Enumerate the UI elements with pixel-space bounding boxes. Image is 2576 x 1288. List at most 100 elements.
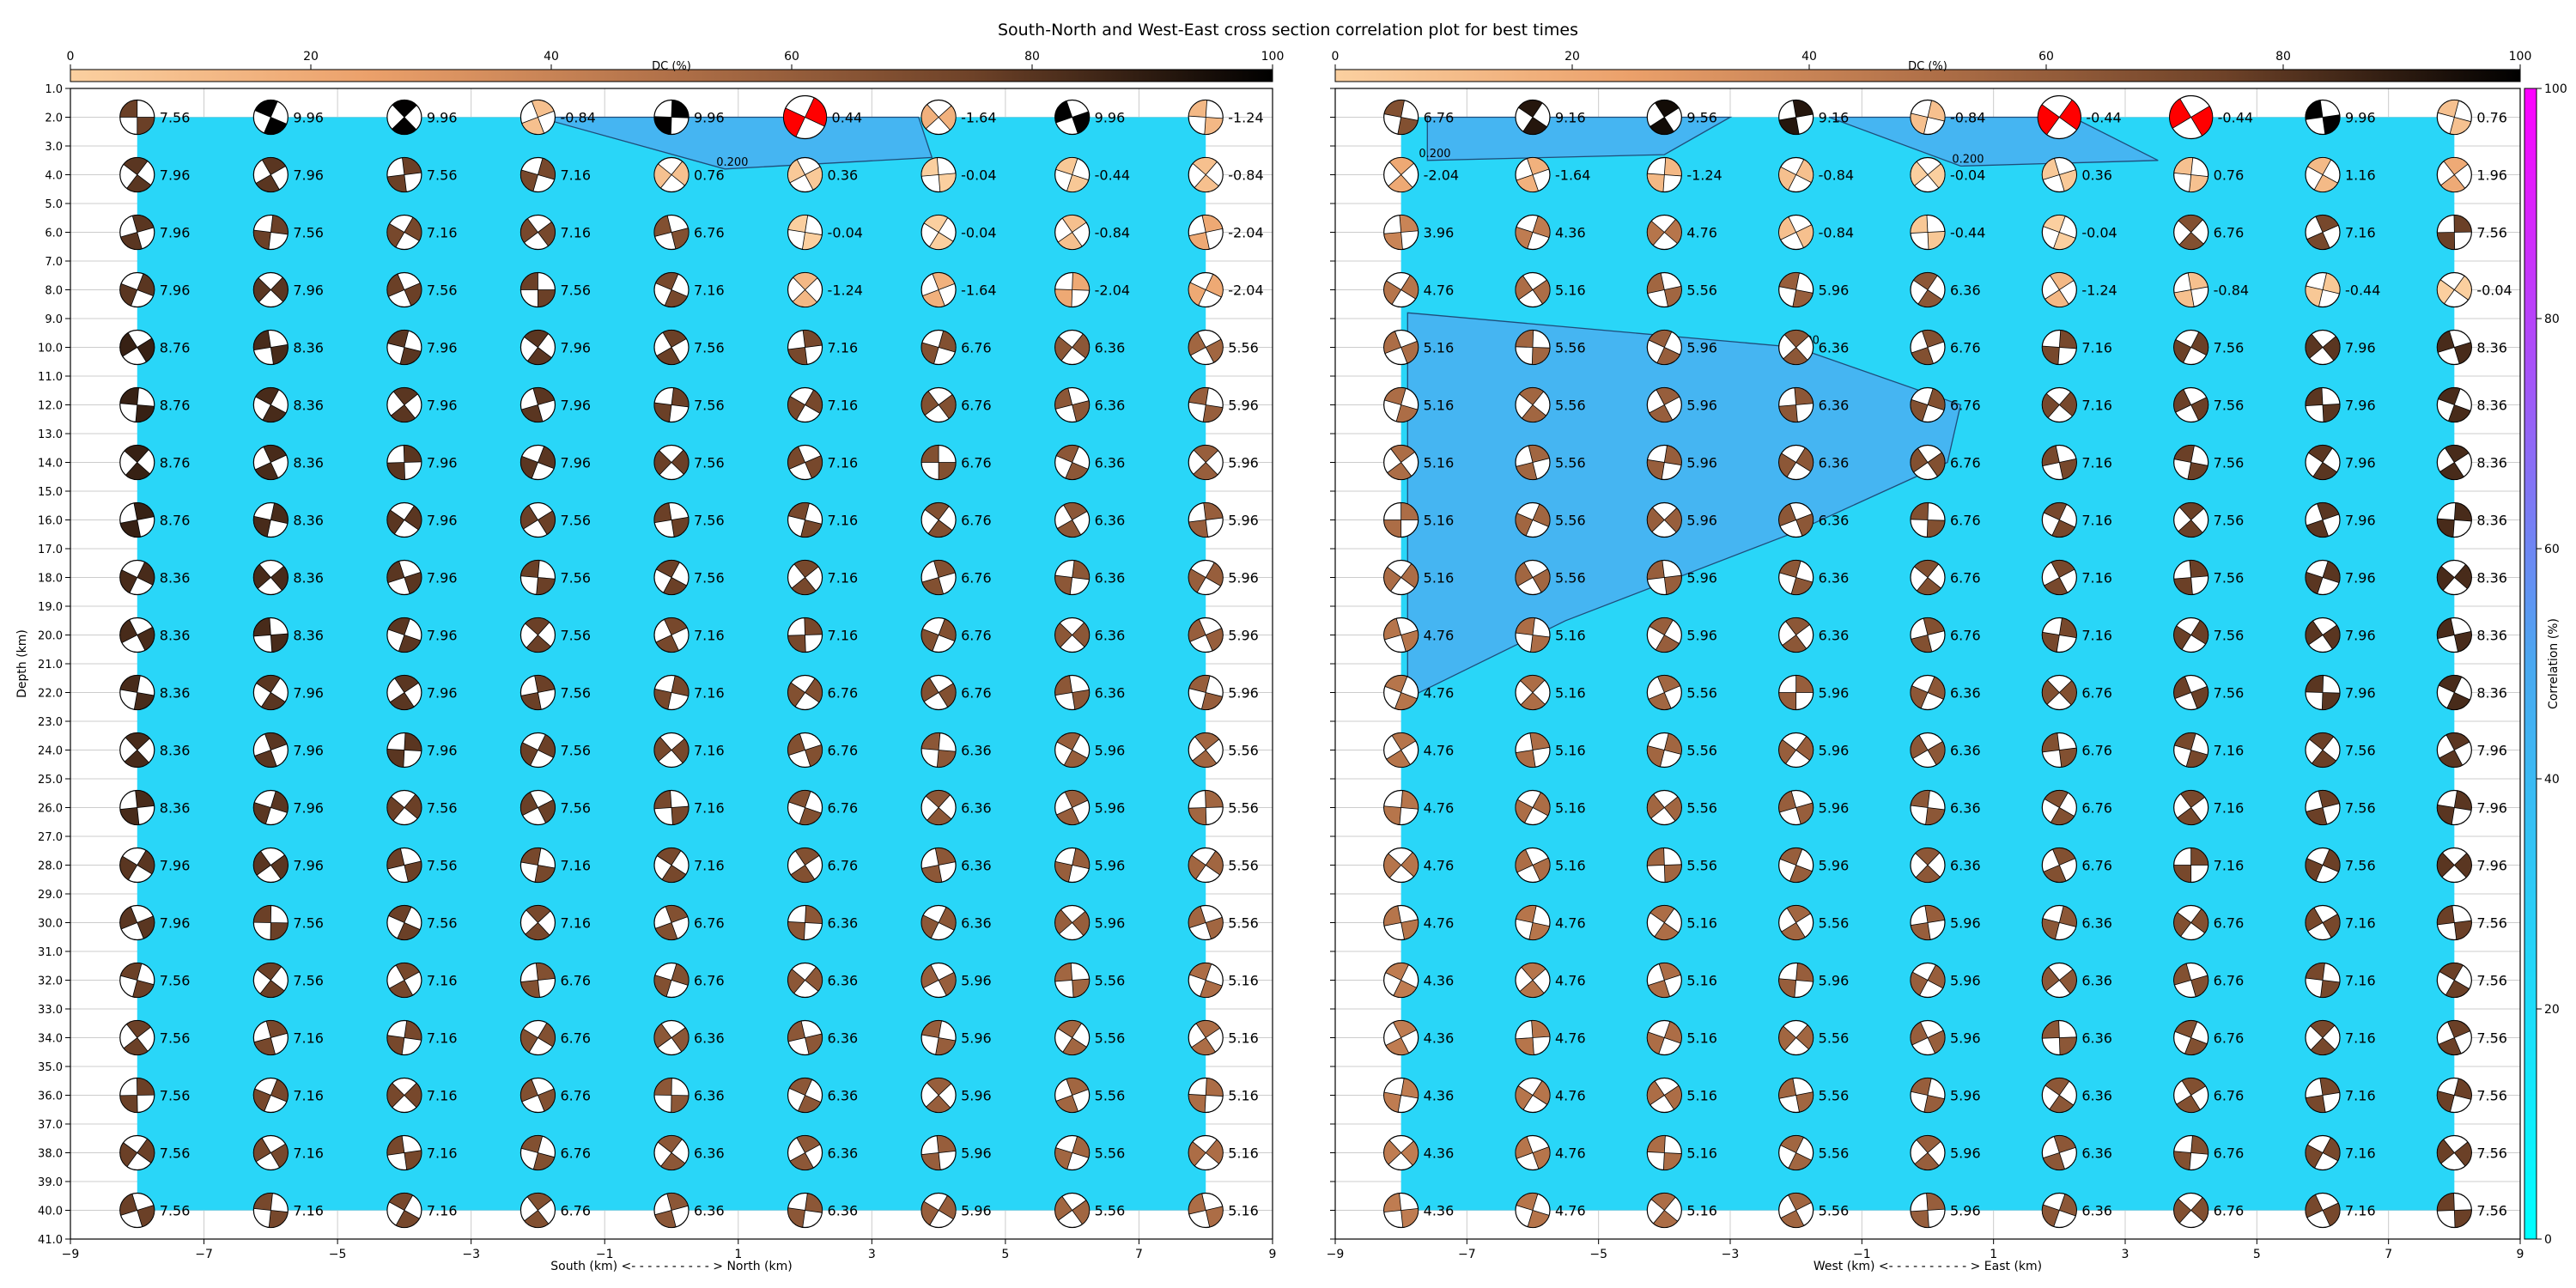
beachball: [653, 1019, 690, 1056]
beachball-quadrant: [2307, 445, 2338, 480]
beachball-value: 7.56: [694, 398, 725, 414]
beachball: [1910, 271, 1946, 308]
beachball: [787, 1077, 823, 1114]
beachball-quadrant: [386, 848, 422, 883]
beachball: [1188, 559, 1224, 596]
beachball: [252, 1192, 289, 1229]
beachball: [519, 99, 556, 136]
beachball-quadrant: [1778, 790, 1814, 825]
beachball-value: 5.96: [1686, 513, 1717, 529]
beachball-quadrant: [520, 848, 556, 883]
beachball-quadrant: [1515, 275, 1551, 305]
beachball-quadrant: [387, 617, 422, 653]
beachball-quadrant: [653, 161, 690, 189]
beachball-quadrant: [2173, 1135, 2208, 1170]
dc-colorbar-label: DC (%): [652, 60, 691, 73]
beachball-value: -0.84: [1228, 167, 1263, 184]
y-tick-label: 15.0: [38, 486, 63, 499]
beachball-value: 5.96: [1686, 340, 1717, 356]
beachball: [1054, 1134, 1091, 1171]
beachball-quadrant: [520, 217, 556, 247]
beachball-value: 6.76: [694, 225, 725, 241]
beachball-value: 4.76: [1424, 743, 1455, 759]
beachball-value: 7.16: [293, 1203, 324, 1219]
beachball-value: 6.36: [828, 1203, 859, 1219]
beachball-quadrant: [920, 330, 957, 365]
beachball: [519, 329, 556, 366]
beachball-value: 5.96: [1228, 398, 1259, 414]
beachball: [653, 214, 690, 251]
beachball-quadrant: [787, 389, 823, 421]
beachball-quadrant: [921, 848, 957, 883]
beachball-quadrant: [787, 905, 823, 940]
beachball: [787, 559, 823, 596]
beachball-quadrant: [2439, 732, 2470, 768]
beachball-quadrant: [1646, 732, 1682, 768]
beachball-value: 6.36: [1819, 513, 1850, 529]
beachball: [519, 674, 556, 711]
beachball: [653, 617, 690, 653]
beachball: [1778, 386, 1814, 423]
y-tick-label: 4.0: [45, 170, 63, 183]
beachball-quadrant: [787, 732, 823, 768]
beachball: [2436, 847, 2472, 884]
beachball-quadrant: [1780, 1193, 1813, 1228]
beachball-value: 5.16: [1424, 398, 1455, 414]
beachball-quadrant: [2436, 905, 2472, 940]
beachball-value: 7.16: [2081, 570, 2112, 586]
beachball-quadrant: [656, 330, 687, 365]
y-tick-label: 30.0: [38, 918, 63, 931]
beachball: [2041, 444, 2077, 481]
beachball-value: 7.16: [2214, 858, 2245, 874]
beachball-value: 6.76: [961, 513, 992, 529]
beachball-quadrant: [2173, 445, 2208, 480]
beachball: [2041, 1134, 2077, 1171]
beachball-value: 9.96: [694, 110, 725, 126]
beachball: [1383, 1019, 1419, 1056]
beachball-quadrant: [1647, 963, 1681, 998]
beachball-value: 6.36: [1819, 570, 1850, 586]
x-tick-label: −3: [1722, 1248, 1740, 1261]
beachball-value: 6.76: [961, 455, 992, 471]
y-tick-label: 37.0: [38, 1119, 63, 1132]
beachball-value: 6.36: [694, 1145, 725, 1162]
dc-tick-label: 0: [67, 50, 75, 64]
beachball-value: 8.36: [293, 340, 324, 356]
beachball: [1188, 501, 1224, 538]
beachball-value: 7.56: [293, 225, 324, 241]
beachball: [653, 1134, 690, 1171]
beachball-value: 6.36: [694, 1203, 725, 1219]
beachball-value: 5.96: [1228, 628, 1259, 644]
beachball-quadrant: [1780, 1135, 1813, 1170]
beachball-value: 6.76: [560, 1203, 591, 1219]
beachball-quadrant: [2042, 1135, 2076, 1170]
beachball: [119, 904, 155, 941]
beachball-quadrant: [120, 215, 155, 250]
beachball: [2305, 847, 2341, 884]
beachball: [2041, 1192, 2077, 1229]
beachball-value: 6.36: [1095, 513, 1126, 529]
beachball: [1778, 1192, 1814, 1229]
beachball: [519, 214, 556, 251]
beachball-quadrant: [1188, 1078, 1224, 1113]
beachball: [1910, 1192, 1946, 1229]
beachball-quadrant: [1910, 215, 1946, 250]
beachball-quadrant: [653, 963, 690, 998]
beachball: [1646, 444, 1682, 481]
beachball-value: 6.36: [1950, 685, 1981, 702]
y-tick-label: 20.0: [38, 630, 63, 643]
beachball-value: 7.56: [560, 570, 591, 586]
beachball-value: 4.76: [1555, 1203, 1586, 1219]
beachball: [2305, 156, 2341, 193]
beachball: [2041, 674, 2077, 711]
beachball-value: 7.96: [427, 685, 458, 702]
beachball-value: 4.76: [1686, 225, 1717, 241]
beachball-quadrant: [654, 1193, 689, 1228]
beachball-value: 7.96: [427, 340, 458, 356]
beachball-value: 7.56: [560, 628, 591, 644]
beachball-value: 8.76: [160, 455, 191, 471]
beachball-quadrant: [2305, 1078, 2341, 1113]
beachball-value: 5.96: [1228, 513, 1259, 529]
beachball-value: 7.16: [427, 973, 458, 989]
beachball-quadrant: [124, 732, 150, 768]
